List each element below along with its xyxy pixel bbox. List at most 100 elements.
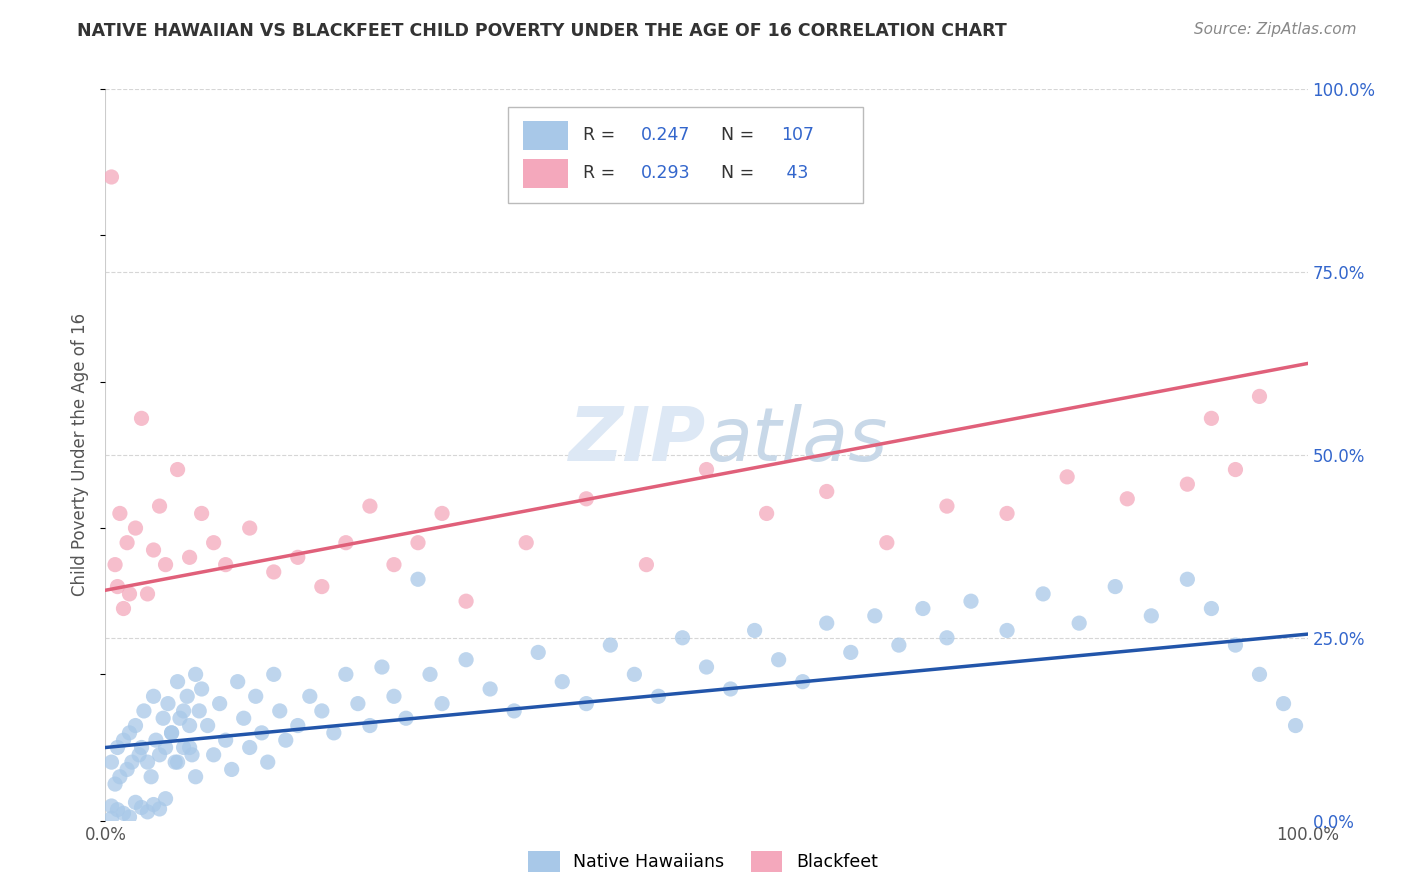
Point — [160, 726, 183, 740]
Point — [456, 594, 478, 608]
Point — [839, 645, 862, 659]
Point — [1225, 462, 1247, 476]
Point — [1116, 491, 1139, 506]
Point — [347, 697, 370, 711]
Point — [1225, 638, 1247, 652]
Point — [792, 674, 814, 689]
Point — [131, 800, 153, 814]
Point — [136, 587, 159, 601]
Point — [311, 580, 333, 594]
Point — [166, 462, 188, 476]
Point — [160, 726, 183, 740]
Point — [108, 770, 131, 784]
Point — [269, 704, 291, 718]
Point — [214, 733, 236, 747]
Point — [100, 755, 122, 769]
Point — [165, 755, 187, 769]
Point — [1056, 470, 1078, 484]
Point — [311, 704, 333, 718]
Point — [406, 572, 429, 586]
Point — [936, 499, 959, 513]
Y-axis label: Child Poverty Under the Age of 16: Child Poverty Under the Age of 16 — [72, 313, 90, 597]
Point — [179, 740, 201, 755]
Point — [239, 740, 262, 755]
Point — [527, 645, 550, 659]
FancyBboxPatch shape — [523, 159, 568, 188]
Point — [1177, 477, 1199, 491]
Point — [190, 681, 212, 696]
Point — [176, 690, 198, 704]
Point — [107, 803, 129, 817]
Point — [145, 733, 167, 747]
Point — [696, 462, 718, 476]
Point — [156, 697, 179, 711]
Point — [155, 740, 177, 755]
Point — [1249, 389, 1271, 403]
Point — [911, 601, 934, 615]
Text: 107: 107 — [782, 127, 814, 145]
Point — [115, 535, 138, 549]
Point — [575, 697, 598, 711]
Point — [104, 777, 127, 791]
Point — [166, 755, 188, 769]
Point — [112, 806, 135, 821]
Point — [107, 740, 129, 755]
Point — [188, 704, 211, 718]
Point — [887, 638, 910, 652]
Text: R =: R = — [582, 127, 620, 145]
Point — [382, 558, 405, 572]
Text: N =: N = — [721, 127, 759, 145]
Point — [876, 535, 898, 549]
Point — [184, 667, 207, 681]
Point — [263, 667, 285, 681]
Point — [671, 631, 693, 645]
Point — [430, 507, 453, 521]
Point — [232, 711, 254, 725]
Point — [136, 755, 159, 769]
Point — [936, 631, 959, 645]
Point — [696, 660, 718, 674]
Legend: Native Hawaiians, Blackfeet: Native Hawaiians, Blackfeet — [522, 844, 884, 879]
Point — [100, 169, 122, 184]
Point — [107, 580, 129, 594]
Text: R =: R = — [582, 164, 620, 182]
Point — [121, 755, 143, 769]
Point — [142, 543, 165, 558]
Point — [1284, 718, 1306, 732]
Point — [1201, 411, 1223, 425]
Point — [142, 690, 165, 704]
Point — [287, 550, 309, 565]
Point — [256, 755, 278, 769]
Point — [1032, 587, 1054, 601]
Text: NATIVE HAWAIIAN VS BLACKFEET CHILD POVERTY UNDER THE AGE OF 16 CORRELATION CHART: NATIVE HAWAIIAN VS BLACKFEET CHILD POVER… — [77, 22, 1007, 40]
Point — [148, 747, 170, 762]
Point — [1069, 616, 1091, 631]
Point — [371, 660, 394, 674]
Point — [515, 535, 537, 549]
Point — [131, 411, 153, 425]
Point — [179, 718, 201, 732]
Point — [551, 674, 574, 689]
Point — [142, 797, 165, 812]
Point — [1104, 580, 1126, 594]
Point — [118, 587, 141, 601]
Point — [108, 507, 131, 521]
Point — [575, 491, 598, 506]
Text: atlas: atlas — [707, 404, 889, 476]
Point — [208, 697, 231, 711]
Point — [139, 770, 162, 784]
Point — [197, 718, 219, 732]
Point — [647, 690, 669, 704]
Point — [173, 740, 195, 755]
Point — [214, 558, 236, 572]
Point — [118, 726, 141, 740]
Point — [148, 802, 170, 816]
Point — [287, 718, 309, 732]
Point — [359, 499, 381, 513]
Point — [995, 507, 1018, 521]
Point — [155, 558, 177, 572]
Text: 0.247: 0.247 — [640, 127, 690, 145]
Point — [166, 674, 188, 689]
Point — [382, 690, 405, 704]
Point — [118, 810, 141, 824]
